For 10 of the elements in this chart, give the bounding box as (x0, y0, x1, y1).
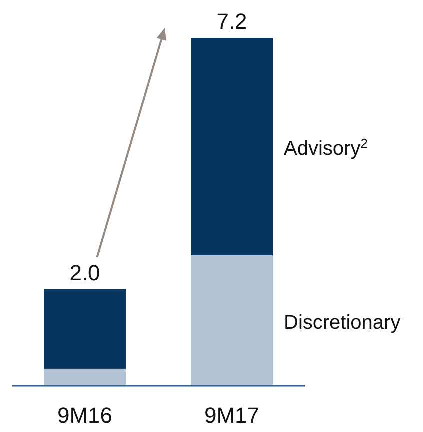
bar (44, 368, 126, 386)
bar (191, 256, 273, 386)
bar (44, 289, 126, 369)
text: 7.2 (216, 9, 248, 34)
annotation: 2.0 (70, 260, 100, 286)
x-tick-label: 9M17 (204, 403, 260, 428)
series-label: Discretionary (284, 312, 401, 334)
x-tick-label: 9M16 (57, 403, 113, 428)
bar (191, 38, 273, 256)
series-label: Advisory$^{2}$ (284, 135, 368, 160)
